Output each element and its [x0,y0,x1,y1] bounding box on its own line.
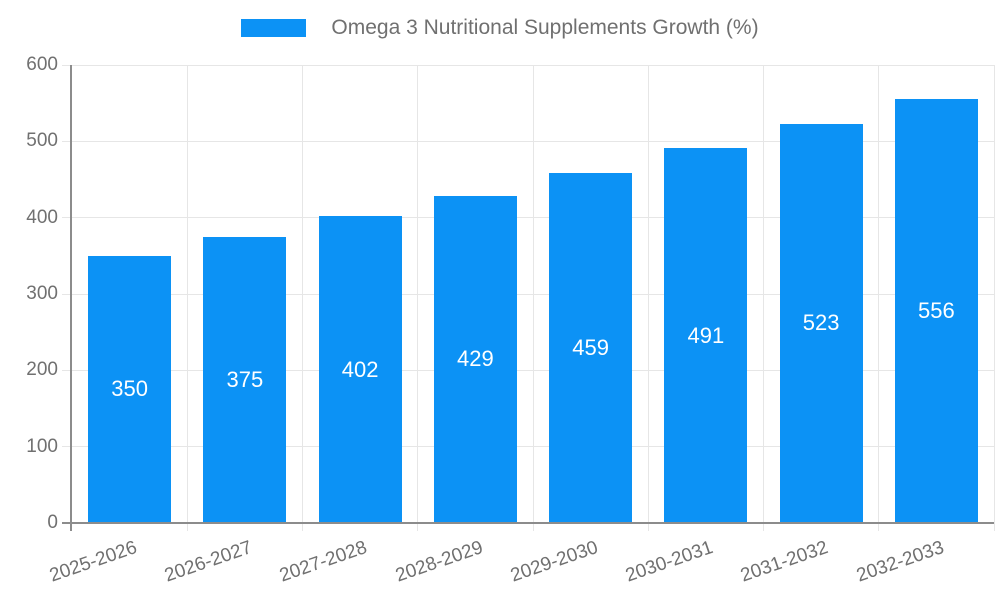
x-tick-label: 2032-2033 [853,537,947,587]
x-tick-label: 2027-2028 [277,537,370,587]
gridline-horizontal [62,140,994,142]
x-tick-label: 2030-2031 [622,537,716,587]
gridline-horizontal [62,217,994,219]
x-axis-line [62,522,994,524]
bar[interactable] [433,195,517,523]
gridline-horizontal [62,64,994,66]
gridline-vertical [993,65,995,531]
x-tick-label: 2026-2027 [161,537,255,587]
legend-swatch [241,19,307,37]
x-tick-label: 2028-2029 [392,537,486,587]
x-tick-label: 2025-2026 [46,537,140,587]
gridline-vertical [647,65,649,531]
bar[interactable] [549,172,633,523]
y-tick-label: 600 [26,54,58,75]
y-tick-label: 200 [26,359,58,381]
gridline-horizontal [62,369,994,371]
y-axis-line [70,65,72,531]
bar[interactable] [318,216,402,523]
gridline-horizontal [62,293,994,295]
bar[interactable] [664,148,748,523]
gridline-vertical [878,65,880,531]
y-tick-label: 100 [26,435,58,457]
gridline-vertical [417,65,419,531]
x-tick-label: 2031-2032 [738,537,831,587]
legend-label: Omega 3 Nutritional Supplements Growth (… [331,16,759,39]
bar[interactable] [88,255,172,523]
x-tick-label: 2029-2030 [507,537,601,587]
gridline-vertical [763,65,764,531]
y-tick-label: 0 [47,512,58,533]
legend[interactable]: Omega 3 Nutritional Supplements Growth (… [0,16,1000,40]
gridline-vertical [302,65,303,531]
gridline-vertical [532,65,534,531]
gridline-vertical [186,65,188,531]
bar[interactable] [203,236,287,523]
y-tick-label: 400 [26,206,58,228]
gridline-horizontal [62,446,994,448]
y-tick-label: 500 [26,130,58,152]
bar[interactable] [894,98,978,523]
bar[interactable] [779,123,863,523]
y-tick-label: 300 [26,283,58,304]
